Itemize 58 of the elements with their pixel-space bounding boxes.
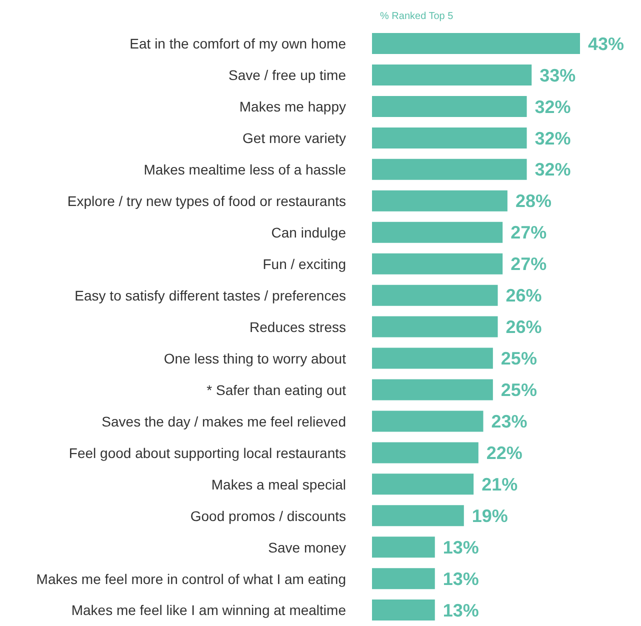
y-tick-label: Makes a meal special xyxy=(211,476,346,492)
bar xyxy=(372,64,532,86)
bar xyxy=(372,505,464,526)
y-tick-label: Makes me feel like I am winning at mealtime xyxy=(71,602,346,618)
data-label: 23% xyxy=(491,412,528,432)
bar xyxy=(372,33,580,54)
y-tick-label: Easy to satisfy different tastes / preferences xyxy=(74,287,346,304)
y-tick-label: Feel good about supporting local restaurants xyxy=(68,444,346,461)
data-label: 32% xyxy=(534,160,571,180)
data-label: 13% xyxy=(442,537,479,558)
bar xyxy=(372,253,503,274)
bar xyxy=(372,348,493,369)
bar xyxy=(372,284,498,306)
data-label: 26% xyxy=(506,317,542,338)
y-tick-label: Makes me feel more in control of what I am eating xyxy=(36,570,346,587)
data-label: 27% xyxy=(510,222,547,243)
bar xyxy=(372,442,478,464)
bar xyxy=(372,600,435,621)
data-label: 13% xyxy=(442,600,479,620)
data-label: 28% xyxy=(515,191,552,212)
data-label: 26% xyxy=(506,286,542,306)
data-label: 43% xyxy=(588,34,624,54)
bar xyxy=(372,568,435,590)
bar xyxy=(372,158,527,180)
data-label: 19% xyxy=(472,506,508,526)
data-label: 13% xyxy=(442,568,479,589)
y-tick-label: Eat in the comfort of my own home xyxy=(130,36,346,52)
bar xyxy=(372,410,484,432)
chart-subtitle: % Ranked Top 5 xyxy=(379,10,454,24)
bar xyxy=(372,127,527,148)
y-tick-label: Fun / exciting xyxy=(262,256,346,272)
y-tick-label: Good promos / discounts xyxy=(190,508,346,524)
y-tick-label: Save money xyxy=(268,539,346,556)
bar xyxy=(372,190,508,212)
bar xyxy=(372,96,527,117)
y-tick-label: Reduces stress xyxy=(250,318,346,335)
y-tick-label: One less thing to worry about xyxy=(164,350,346,366)
data-label: 25% xyxy=(500,380,537,400)
data-label: 25% xyxy=(500,348,537,369)
bar xyxy=(372,316,498,338)
data-label: 27% xyxy=(510,254,547,274)
y-tick-label: Get more variety xyxy=(242,130,346,146)
data-label: 33% xyxy=(540,65,576,86)
bar xyxy=(372,474,474,495)
y-tick-label: Can indulge xyxy=(271,224,346,241)
bar xyxy=(372,536,435,558)
data-label: 32% xyxy=(534,128,571,148)
y-tick-label: Saves the day / makes me feel relieved xyxy=(102,413,346,430)
bar xyxy=(372,222,503,243)
data-label: 21% xyxy=(482,474,518,494)
bar xyxy=(372,379,493,400)
y-tick-label: Makes mealtime less of a hassle xyxy=(144,162,346,178)
y-tick-label: * Safer than eating out xyxy=(206,382,346,398)
y-tick-label: Save / free up time xyxy=(228,67,346,84)
data-label: 22% xyxy=(486,442,522,463)
y-tick-label: Explore / try new types of food or restaurants xyxy=(67,193,346,210)
y-tick-label: Makes me happy xyxy=(239,98,346,115)
data-label: 32% xyxy=(534,96,571,117)
